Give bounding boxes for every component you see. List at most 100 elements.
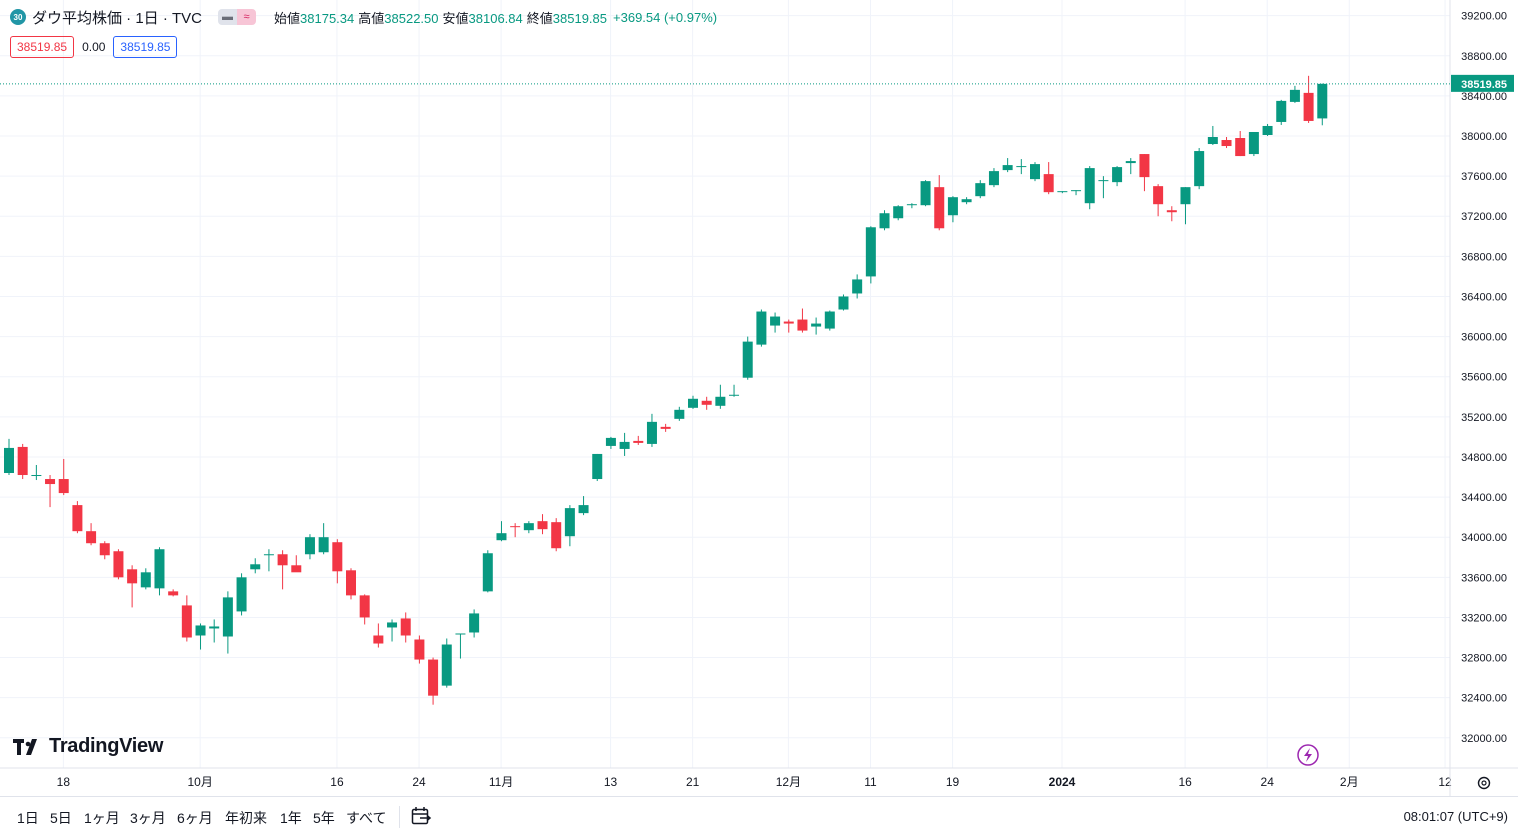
candle-body <box>770 316 781 326</box>
candle-body <box>154 549 165 589</box>
candle-body <box>4 447 14 474</box>
y-tick-label: 34000.00 <box>1461 532 1507 544</box>
ohlc-high: 高値38522.50 <box>358 10 439 26</box>
y-tick-label: 33200.00 <box>1461 612 1507 624</box>
range-3m[interactable]: 3ヶ月 <box>130 810 166 826</box>
chart-style-toggle[interactable]: ▬ ≈ <box>218 9 257 25</box>
x-tick-label: 18 <box>57 775 71 789</box>
bid-price[interactable]: 38519.85 <box>10 36 75 58</box>
ask-price[interactable]: 38519.85 <box>113 36 178 58</box>
candle-body <box>127 569 138 584</box>
candle-body <box>797 319 808 331</box>
candle-body <box>441 644 452 686</box>
candle-body <box>811 323 822 327</box>
candle-body <box>482 553 493 592</box>
candle-body <box>1303 92 1314 121</box>
candle-body <box>975 183 986 197</box>
candle-body <box>523 523 534 531</box>
candle-body <box>674 409 685 419</box>
candle-body <box>1002 165 1013 171</box>
candle-body <box>537 521 548 530</box>
toolbar-divider <box>399 806 400 828</box>
candle-body <box>263 554 274 556</box>
candle-body <box>72 505 83 532</box>
y-tick-label: 36800.00 <box>1461 251 1507 263</box>
candle-body <box>222 597 233 637</box>
candle-body <box>45 479 56 485</box>
goto-date-icon[interactable] <box>410 805 432 827</box>
y-tick-label: 38400.00 <box>1461 91 1507 103</box>
range-5d[interactable]: 5日 <box>50 810 72 826</box>
ohlc-open: 始値38175.34 <box>274 10 355 26</box>
candle-body <box>181 605 192 638</box>
candle-body <box>1071 190 1082 192</box>
candle-body <box>756 311 767 345</box>
lightning-icon[interactable] <box>1297 744 1319 766</box>
candle-body <box>688 398 698 408</box>
x-tick-label: 2月 <box>1340 775 1359 789</box>
range-1y[interactable]: 1年 <box>280 810 302 826</box>
symbol-legend[interactable]: 30 ダウ平均株価 · 1日 · TVC ▬ ≈ 始値38175.34 高値38… <box>10 7 717 27</box>
candle-body <box>209 626 220 629</box>
y-tick-label: 32400.00 <box>1461 693 1507 705</box>
candle-body <box>729 394 740 396</box>
candle-body <box>715 396 726 406</box>
wave-style-icon[interactable]: ≈ <box>237 9 257 25</box>
candle-body <box>1153 186 1164 205</box>
spread-value: 0.00 <box>82 40 106 54</box>
range-1m[interactable]: 1ヶ月 <box>84 810 120 826</box>
candle-body <box>893 206 904 219</box>
y-tick-label: 36400.00 <box>1461 291 1507 303</box>
candle-body <box>1289 89 1300 102</box>
candle-body <box>934 187 945 229</box>
candle-body <box>824 311 835 329</box>
y-tick-label: 33600.00 <box>1461 572 1507 584</box>
tradingview-logo-icon <box>13 738 37 755</box>
x-tick-label: 16 <box>330 775 344 789</box>
candle-body <box>1262 125 1273 135</box>
bars-style-icon[interactable]: ▬ <box>218 9 238 25</box>
x-tick-label: 10月 <box>187 775 212 789</box>
candle-body <box>742 341 753 378</box>
x-tick-label: 12月 <box>776 775 801 789</box>
x-tick-label: 24 <box>412 775 426 789</box>
y-tick-label: 39200.00 <box>1461 11 1507 23</box>
candle-body <box>168 591 179 596</box>
price-chart[interactable]: 32000.00 32400.00 32800.00 33200.00 33600.00… <box>0 0 1518 796</box>
candle-body <box>236 577 247 612</box>
candle-body <box>428 659 439 696</box>
candle-body <box>17 446 28 476</box>
candle-body <box>291 565 302 573</box>
tradingview-logo[interactable]: TradingView <box>13 735 163 758</box>
range-5y[interactable]: 5年 <box>313 810 335 826</box>
range-ytd[interactable]: 年初来 <box>225 810 267 826</box>
x-tick-label: 2024 <box>1049 775 1076 789</box>
symbol-title[interactable]: ダウ平均株価 · 1日 · TVC <box>32 9 203 27</box>
candle-body <box>113 551 124 578</box>
candle-body <box>701 400 712 405</box>
candle-body <box>551 522 562 549</box>
time-readout[interactable]: 08:01:07 (UTC+9) <box>1403 809 1508 824</box>
ohlc-change: +369.54 (+0.97%) <box>613 9 718 25</box>
y-tick-label: 35200.00 <box>1461 412 1507 424</box>
candle-body <box>879 213 890 229</box>
candle-body <box>86 531 97 544</box>
candle-body <box>947 197 958 216</box>
candle-body <box>865 227 876 277</box>
candle-body <box>304 537 315 555</box>
candle-body <box>578 505 589 514</box>
y-tick-label: 38800.00 <box>1461 51 1507 63</box>
range-all[interactable]: すべて <box>346 810 387 826</box>
candle-body <box>510 526 521 528</box>
candle-body <box>1166 210 1177 213</box>
settings-gear-icon[interactable] <box>1477 776 1491 790</box>
candle-body <box>346 570 356 596</box>
candle-body <box>1276 100 1287 122</box>
range-6m[interactable]: 6ヶ月 <box>177 810 213 826</box>
candle-body <box>277 554 288 566</box>
x-tick-label: 12 <box>1438 775 1452 789</box>
candle-body <box>1112 167 1123 183</box>
range-1d[interactable]: 1日 <box>17 810 39 826</box>
y-tick-label: 34800.00 <box>1461 452 1507 464</box>
candle-body <box>1030 164 1040 180</box>
